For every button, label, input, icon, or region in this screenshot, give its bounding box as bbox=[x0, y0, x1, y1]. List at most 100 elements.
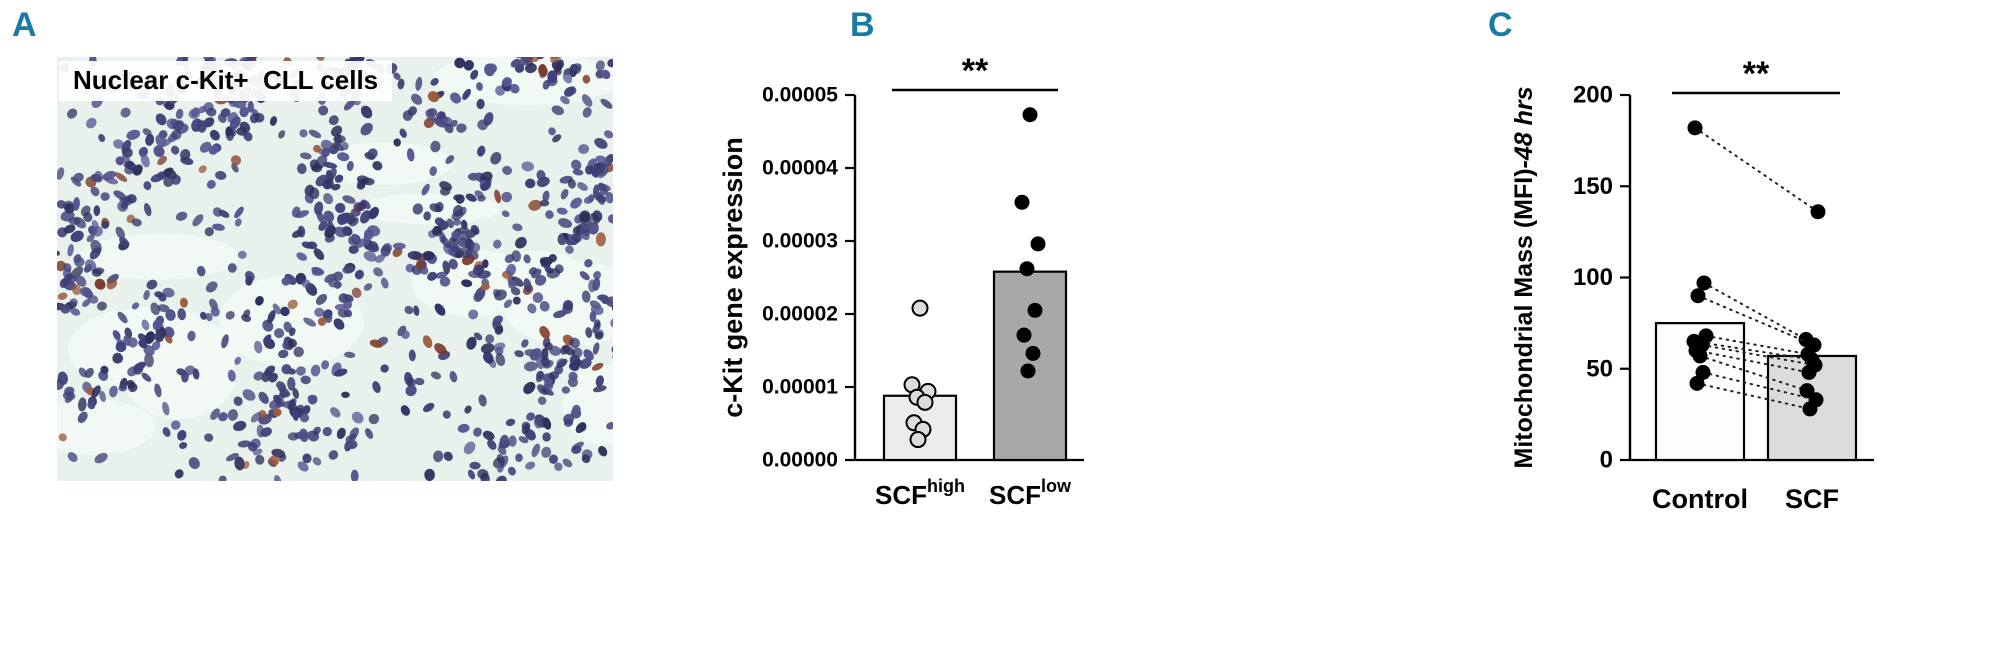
cll-cell bbox=[462, 88, 471, 100]
cll-cell bbox=[476, 82, 483, 91]
cll-cell bbox=[322, 309, 333, 319]
cll-cell bbox=[486, 63, 498, 74]
cll-cell bbox=[314, 201, 324, 215]
cll-cell bbox=[155, 113, 167, 126]
cll-cell bbox=[205, 313, 213, 322]
cll-cell bbox=[325, 179, 335, 189]
cll-cell bbox=[571, 63, 582, 72]
data-point bbox=[1689, 375, 1705, 391]
cll-cell bbox=[542, 190, 550, 202]
cll-cell bbox=[539, 256, 553, 266]
cll-cell bbox=[287, 338, 297, 348]
cll-cell bbox=[445, 155, 455, 165]
cll-cell bbox=[119, 236, 129, 246]
cll-cell bbox=[291, 206, 301, 218]
cll-cell bbox=[150, 173, 164, 183]
data-point bbox=[1810, 204, 1826, 220]
cll-cell bbox=[162, 287, 175, 298]
cll-cell bbox=[260, 427, 272, 437]
cll-cell bbox=[567, 179, 576, 189]
cll-cell bbox=[499, 434, 509, 447]
cll-cell bbox=[549, 345, 562, 356]
y-axis-label: c-Kit gene expression bbox=[718, 137, 748, 418]
cll-cell bbox=[565, 245, 574, 254]
cll-cell bbox=[588, 279, 597, 293]
cll-cell bbox=[218, 209, 230, 218]
cll-cell bbox=[84, 367, 94, 379]
cll-cell bbox=[423, 402, 435, 413]
cll-cell bbox=[588, 224, 599, 235]
cll-cell bbox=[64, 202, 75, 214]
cll-cell bbox=[545, 210, 554, 219]
y-tick-label: 0.00003 bbox=[762, 230, 838, 253]
cll-cell bbox=[105, 177, 119, 185]
cll-cell bbox=[233, 98, 247, 109]
cll-cell bbox=[281, 364, 292, 375]
cll-cell bbox=[459, 247, 473, 259]
cll-cell bbox=[593, 319, 601, 328]
cll-cell bbox=[206, 107, 217, 117]
cll-cell bbox=[80, 205, 91, 217]
cll-cell bbox=[583, 196, 594, 204]
cll-cell bbox=[593, 270, 602, 280]
cll-cell bbox=[494, 346, 504, 356]
cll-cell bbox=[430, 78, 439, 86]
cll-cell bbox=[541, 446, 552, 458]
cll-cell bbox=[540, 356, 551, 368]
cll-cell bbox=[594, 331, 604, 340]
cll-cell bbox=[333, 318, 345, 330]
cll-cell bbox=[595, 60, 605, 71]
cll-cell bbox=[281, 277, 291, 286]
cll-cell bbox=[220, 108, 231, 118]
cll-cell bbox=[295, 404, 304, 412]
cll-cell bbox=[297, 461, 309, 472]
cll-cell bbox=[143, 289, 150, 301]
cll-cell bbox=[333, 135, 346, 144]
cll-cell bbox=[542, 432, 551, 442]
cll-cell bbox=[296, 163, 307, 175]
data-point bbox=[1801, 364, 1817, 380]
cll-cell bbox=[86, 117, 97, 129]
cll-cell bbox=[473, 332, 483, 341]
cll-cell bbox=[579, 223, 590, 233]
cll-cell bbox=[225, 452, 239, 462]
cll-cell bbox=[268, 372, 278, 383]
cll-cell bbox=[590, 304, 604, 316]
cll-cell bbox=[600, 69, 611, 80]
cll-cell bbox=[592, 342, 600, 355]
cll-cell bbox=[337, 152, 350, 162]
cll-cell bbox=[461, 279, 473, 288]
cll-cell bbox=[552, 134, 562, 143]
cll-cell bbox=[585, 327, 593, 338]
stained-cell bbox=[57, 292, 68, 300]
cll-cell bbox=[482, 430, 495, 441]
cll-cell bbox=[318, 105, 329, 116]
cll-cell bbox=[200, 311, 207, 320]
cll-cell bbox=[382, 243, 393, 253]
cll-cell bbox=[101, 220, 109, 229]
pair-connector-line bbox=[1696, 382, 1811, 410]
cll-cell bbox=[362, 177, 375, 186]
cll-cell bbox=[334, 174, 344, 183]
cll-cell bbox=[525, 461, 536, 470]
cll-cell bbox=[421, 250, 435, 261]
cll-cell bbox=[77, 411, 88, 423]
cll-cell bbox=[551, 105, 564, 116]
cll-cell bbox=[154, 383, 162, 398]
cll-cell bbox=[595, 375, 604, 387]
cll-cell bbox=[537, 396, 547, 405]
y-tick-label: 0.00000 bbox=[762, 449, 838, 472]
stained-cell bbox=[595, 232, 606, 247]
cll-cell bbox=[292, 388, 300, 399]
cll-cell bbox=[289, 327, 296, 337]
cll-cell bbox=[372, 161, 383, 171]
cll-cell bbox=[296, 252, 308, 261]
cll-cell bbox=[400, 405, 411, 416]
cll-cell bbox=[280, 306, 290, 317]
cll-cell bbox=[512, 223, 523, 232]
cll-cell bbox=[177, 308, 187, 321]
cll-cell bbox=[598, 294, 612, 305]
data-point bbox=[1692, 348, 1708, 364]
cll-cell bbox=[590, 213, 600, 224]
cll-cell bbox=[556, 207, 568, 215]
